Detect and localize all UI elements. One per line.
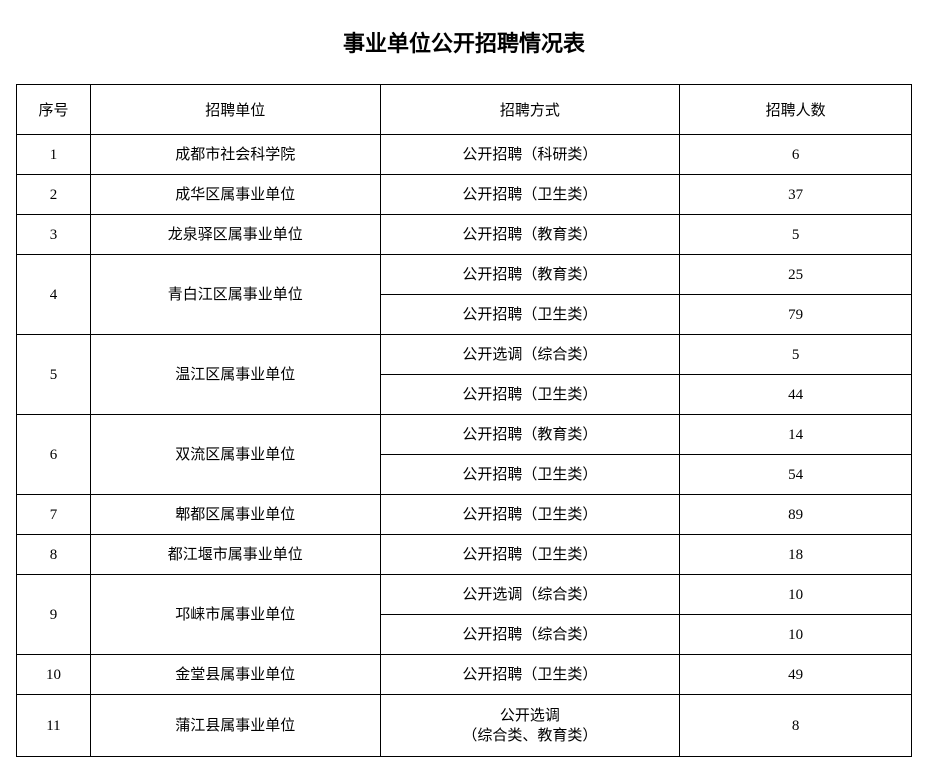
cell-method: 公开招聘（卫生类） — [380, 455, 680, 495]
cell-unit: 都江堰市属事业单位 — [90, 535, 380, 575]
table-row: 10金堂县属事业单位公开招聘（卫生类）49 — [17, 655, 912, 695]
cell-count: 5 — [680, 335, 912, 375]
cell-seq: 5 — [17, 335, 91, 415]
cell-count: 25 — [680, 255, 912, 295]
cell-seq: 9 — [17, 575, 91, 655]
cell-count: 89 — [680, 495, 912, 535]
cell-method: 公开招聘（卫生类） — [380, 175, 680, 215]
cell-count: 49 — [680, 655, 912, 695]
cell-unit: 成华区属事业单位 — [90, 175, 380, 215]
cell-unit: 邛崃市属事业单位 — [90, 575, 380, 655]
cell-seq: 3 — [17, 215, 91, 255]
cell-count: 37 — [680, 175, 912, 215]
cell-count: 10 — [680, 575, 912, 615]
col-header-method: 招聘方式 — [380, 85, 680, 135]
cell-method: 公开招聘（教育类） — [380, 415, 680, 455]
cell-count: 10 — [680, 615, 912, 655]
col-header-unit: 招聘单位 — [90, 85, 380, 135]
table-row: 7郫都区属事业单位公开招聘（卫生类）89 — [17, 495, 912, 535]
table-row: 9邛崃市属事业单位公开选调（综合类）10 — [17, 575, 912, 615]
cell-unit: 金堂县属事业单位 — [90, 655, 380, 695]
cell-unit: 蒲江县属事业单位 — [90, 695, 380, 757]
cell-unit: 郫都区属事业单位 — [90, 495, 380, 535]
cell-unit: 龙泉驿区属事业单位 — [90, 215, 380, 255]
cell-seq: 2 — [17, 175, 91, 215]
cell-unit: 温江区属事业单位 — [90, 335, 380, 415]
cell-count: 6 — [680, 135, 912, 175]
cell-unit: 双流区属事业单位 — [90, 415, 380, 495]
table-row: 2成华区属事业单位公开招聘（卫生类）37 — [17, 175, 912, 215]
cell-count: 79 — [680, 295, 912, 335]
table-row: 1成都市社会科学院公开招聘（科研类）6 — [17, 135, 912, 175]
cell-seq: 8 — [17, 535, 91, 575]
cell-method: 公开招聘（教育类） — [380, 215, 680, 255]
table-row: 11蒲江县属事业单位公开选调（综合类、教育类）8 — [17, 695, 912, 757]
cell-method: 公开招聘（综合类） — [380, 615, 680, 655]
cell-seq: 11 — [17, 695, 91, 757]
table-row: 8都江堰市属事业单位公开招聘（卫生类）18 — [17, 535, 912, 575]
cell-count: 18 — [680, 535, 912, 575]
cell-method: 公开招聘（卫生类） — [380, 295, 680, 335]
table-row: 6双流区属事业单位公开招聘（教育类）14 — [17, 415, 912, 455]
cell-method: 公开选调（综合类） — [380, 575, 680, 615]
col-header-count: 招聘人数 — [680, 85, 912, 135]
cell-method: 公开招聘（教育类） — [380, 255, 680, 295]
cell-count: 8 — [680, 695, 912, 757]
cell-method: 公开招聘（卫生类） — [380, 495, 680, 535]
cell-unit: 成都市社会科学院 — [90, 135, 380, 175]
cell-method: 公开选调（综合类、教育类） — [380, 695, 680, 757]
cell-count: 5 — [680, 215, 912, 255]
page-title: 事业单位公开招聘情况表 — [16, 26, 912, 58]
table-row: 3龙泉驿区属事业单位公开招聘（教育类）5 — [17, 215, 912, 255]
cell-method: 公开招聘（卫生类） — [380, 375, 680, 415]
cell-count: 44 — [680, 375, 912, 415]
table-row: 4青白江区属事业单位公开招聘（教育类）25 — [17, 255, 912, 295]
cell-seq: 1 — [17, 135, 91, 175]
cell-method: 公开选调（综合类） — [380, 335, 680, 375]
cell-method: 公开招聘（卫生类） — [380, 655, 680, 695]
cell-seq: 4 — [17, 255, 91, 335]
cell-unit: 青白江区属事业单位 — [90, 255, 380, 335]
cell-seq: 6 — [17, 415, 91, 495]
table-header-row: 序号 招聘单位 招聘方式 招聘人数 — [17, 85, 912, 135]
cell-count: 14 — [680, 415, 912, 455]
table-body: 1成都市社会科学院公开招聘（科研类）62成华区属事业单位公开招聘（卫生类）373… — [17, 135, 912, 757]
table-row: 5温江区属事业单位公开选调（综合类）5 — [17, 335, 912, 375]
cell-method: 公开招聘（卫生类） — [380, 535, 680, 575]
col-header-seq: 序号 — [17, 85, 91, 135]
cell-seq: 7 — [17, 495, 91, 535]
cell-seq: 10 — [17, 655, 91, 695]
cell-method: 公开招聘（科研类） — [380, 135, 680, 175]
cell-count: 54 — [680, 455, 912, 495]
recruitment-table: 序号 招聘单位 招聘方式 招聘人数 1成都市社会科学院公开招聘（科研类）62成华… — [16, 84, 912, 757]
